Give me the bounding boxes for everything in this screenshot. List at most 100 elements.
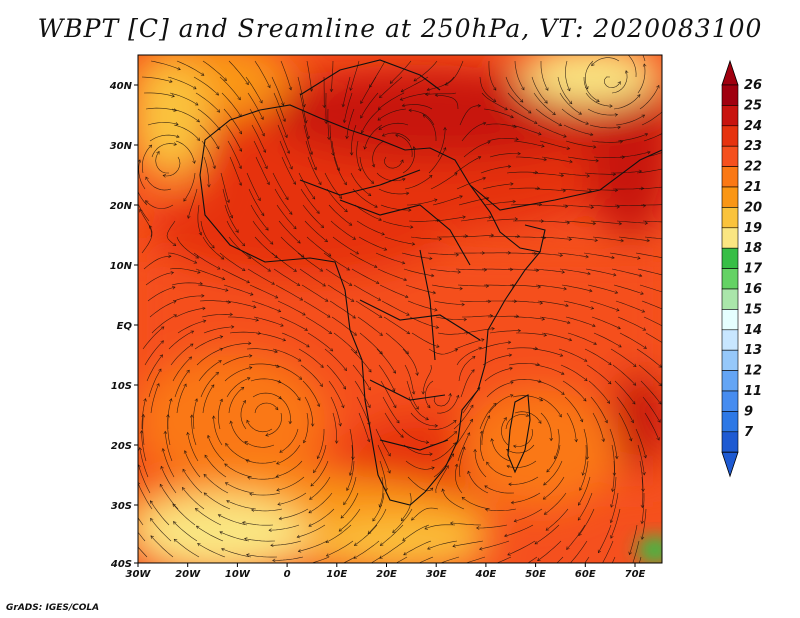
streamline-arrow [367, 192, 372, 197]
streamline [532, 172, 564, 176]
streamline [305, 316, 332, 334]
streamline [281, 156, 296, 185]
streamline-arrow [141, 413, 146, 418]
streamline [506, 444, 535, 454]
streamline-arrow [377, 297, 382, 301]
streamline [310, 556, 330, 563]
streamline-arrow [481, 338, 485, 342]
streamline [479, 540, 510, 550]
streamline-arrow [346, 487, 350, 492]
streamline [353, 284, 381, 301]
field-region-green [637, 536, 662, 563]
streamline [459, 105, 481, 126]
streamline-arrow [454, 463, 459, 468]
streamline [381, 300, 410, 316]
streamline [173, 124, 200, 141]
streamline-arrow [297, 549, 302, 553]
streamline-arrow [591, 62, 595, 67]
streamline [228, 316, 259, 321]
streamline [170, 343, 194, 366]
streamline [138, 531, 146, 542]
streamline-arrow [148, 144, 153, 149]
streamline [485, 123, 517, 128]
streamline [278, 396, 291, 424]
streamline [333, 332, 358, 354]
streamline-arrow [313, 166, 317, 171]
streamline-arrow [336, 167, 341, 172]
streamline-arrow [373, 264, 378, 268]
streamline [641, 111, 662, 126]
streamline [379, 476, 384, 508]
streamline-arrow [186, 369, 190, 374]
streamline [162, 448, 175, 478]
streamline [602, 540, 614, 563]
streamline [531, 76, 548, 104]
streamline-arrow [503, 417, 507, 421]
colorbar-label: 17 [744, 262, 763, 277]
streamline [546, 444, 561, 473]
streamline [598, 524, 612, 553]
streamline [246, 554, 278, 558]
streamline-arrow [405, 191, 410, 196]
streamline-arrow [533, 252, 538, 256]
streamline [505, 76, 524, 103]
streamline-arrow [292, 181, 296, 185]
streamline [169, 92, 199, 106]
streamline [250, 378, 281, 383]
streamline-arrow [413, 78, 418, 82]
streamline-arrow [368, 368, 372, 373]
streamline-arrow [244, 537, 248, 541]
streamline-arrow [672, 147, 675, 150]
streamline [538, 220, 570, 224]
streamline-arrow [248, 354, 253, 358]
streamline-arrow [379, 94, 383, 99]
streamline [228, 60, 249, 85]
streamline-arrow [355, 251, 360, 255]
colorbar-label: 18 [744, 241, 762, 256]
longitude-axis: 30W 20W 10W 0 10E 20E 30E 40E 50E 60E 70E [126, 563, 646, 580]
streamline [297, 252, 323, 272]
streamline [138, 517, 144, 526]
streamline [331, 60, 334, 92]
streamline [308, 492, 333, 514]
streamline-arrow [525, 413, 530, 417]
streamline [379, 540, 406, 559]
streamline-arrow [267, 268, 271, 272]
streamline [198, 360, 222, 382]
streamline [317, 429, 325, 459]
streamline [641, 493, 645, 524]
streamline [584, 60, 594, 90]
streamline [150, 500, 170, 526]
colorbar-label: 15 [744, 302, 762, 317]
streamline [197, 204, 202, 236]
streamline-arrow [325, 539, 330, 543]
streamline [268, 524, 300, 531]
streamline [305, 140, 317, 170]
streamline [151, 143, 177, 158]
streamline-arrow [401, 260, 406, 265]
streamline [619, 151, 651, 158]
streamline-arrow [647, 150, 651, 155]
streamline [537, 124, 567, 138]
streamline [489, 153, 521, 158]
streamline [583, 76, 600, 102]
streamline-arrow [159, 483, 163, 488]
streamline [246, 420, 273, 433]
streamline [193, 76, 219, 96]
streamline [364, 124, 383, 150]
streamline-arrow [641, 309, 646, 313]
streamline-arrow [630, 419, 634, 424]
streamline [225, 300, 256, 308]
streamline-arrow [274, 349, 278, 354]
streamline [171, 282, 203, 286]
streamline-arrow [145, 176, 149, 181]
streamline-arrow [513, 518, 518, 523]
streamline [457, 284, 489, 287]
streamline-arrow [508, 353, 513, 358]
streamline-arrow [293, 225, 297, 230]
streamline-arrow [566, 546, 570, 550]
streamline [276, 204, 297, 230]
streamline-arrow [309, 496, 313, 500]
streamline-arrow [173, 314, 178, 318]
streamline [527, 556, 538, 563]
